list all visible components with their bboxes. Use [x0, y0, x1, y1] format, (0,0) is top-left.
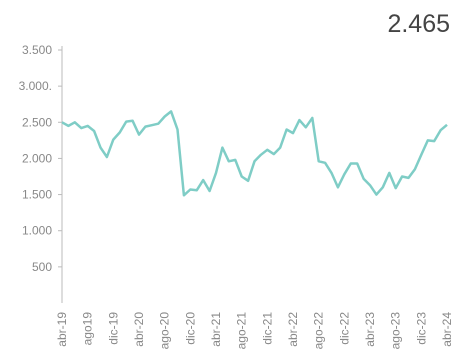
x-tick-label: abr-19 — [55, 312, 69, 347]
x-tick-label: dic-19 — [106, 312, 120, 345]
x-tick-label: dic-23 — [414, 312, 428, 345]
x-tick-label: dic-22 — [337, 312, 351, 345]
y-tick-label: 2.500 — [22, 115, 52, 129]
y-tick-label: 1.000 — [22, 224, 52, 238]
x-tick-label: dic-20 — [183, 312, 197, 345]
x-tick-label: abr-20 — [132, 312, 146, 347]
x-tick-label: ago-21 — [235, 312, 249, 350]
x-tick-label: ago-20 — [158, 312, 172, 350]
x-tick-label: ago-23 — [389, 312, 403, 350]
x-tick-label: ago-22 — [312, 312, 326, 350]
x-tick-label: ago19 — [81, 312, 95, 346]
y-tick-label: 2.000 — [22, 151, 52, 165]
x-tick-label: dic-21 — [260, 312, 274, 345]
y-tick-label: 1.500 — [22, 188, 52, 202]
line — [61, 110, 448, 197]
x-tick-label: abr-23 — [363, 312, 377, 347]
headline-value: 2.465 — [387, 10, 450, 38]
x-tick-label: abr-24 — [440, 312, 454, 347]
y-tick-label: 3.000. — [19, 79, 52, 93]
y-tick-label: 3.500 — [22, 43, 52, 57]
x-tick-label: abr-22 — [286, 312, 300, 347]
x-tick-label: abr-21 — [209, 312, 223, 347]
y-tick-label: 500 — [32, 260, 52, 274]
